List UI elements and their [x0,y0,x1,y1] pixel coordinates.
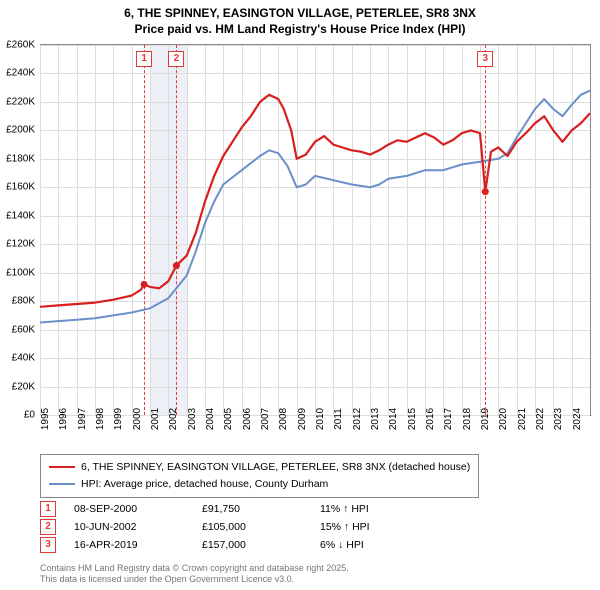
series-line-price_paid [40,95,590,307]
chart-container: 6, THE SPINNEY, EASINGTON VILLAGE, PETER… [0,0,600,590]
legend-label: HPI: Average price, detached house, Coun… [81,476,328,493]
sale-date: 08-SEP-2000 [74,503,184,515]
y-axis-tick-label: £100K [0,267,35,278]
y-axis-tick-label: £240K [0,68,35,79]
sales-row: 3 16-APR-2019 £157,000 6% ↓ HPI [40,536,580,554]
sale-pct: 6% ↓ HPI [320,539,420,551]
plot-region: £0£20K£40K£60K£80K£100K£120K£140K£160K£1… [40,44,591,416]
footer-line-2: This data is licensed under the Open Gov… [40,574,349,586]
sale-date: 16-APR-2019 [74,539,184,551]
legend-entry-price-paid: 6, THE SPINNEY, EASINGTON VILLAGE, PETER… [49,459,470,476]
sale-point [482,188,489,195]
y-axis-tick-label: £0 [0,410,35,421]
footer: Contains HM Land Registry data © Crown c… [40,563,349,586]
sale-marker-box: 1 [40,501,56,517]
sale-pct: 11% ↑ HPI [320,503,420,515]
legend-entry-hpi: HPI: Average price, detached house, Coun… [49,476,470,493]
y-axis-tick-label: £260K [0,40,35,51]
y-axis-tick-label: £40K [0,353,35,364]
sale-date: 10-JUN-2002 [74,521,184,533]
sale-price: £91,750 [202,503,302,515]
sale-price: £105,000 [202,521,302,533]
chart-lines [40,45,590,415]
chart-title: 6, THE SPINNEY, EASINGTON VILLAGE, PETER… [0,0,600,37]
legend: 6, THE SPINNEY, EASINGTON VILLAGE, PETER… [40,454,479,498]
legend-label: 6, THE SPINNEY, EASINGTON VILLAGE, PETER… [81,459,470,476]
sale-price: £157,000 [202,539,302,551]
sale-marker-box: 3 [40,537,56,553]
series-line-hpi [40,91,590,323]
y-axis-tick-label: £200K [0,125,35,136]
y-axis-tick-label: £180K [0,153,35,164]
chart-area: £0£20K£40K£60K£80K£100K£120K£140K£160K£1… [40,44,590,414]
sale-point [141,281,148,288]
y-axis-tick-label: £160K [0,182,35,193]
legend-swatch [49,466,75,468]
sales-row: 2 10-JUN-2002 £105,000 15% ↑ HPI [40,518,580,536]
y-axis-tick-label: £120K [0,239,35,250]
sale-marker-box: 2 [40,519,56,535]
sales-table: 1 08-SEP-2000 £91,750 11% ↑ HPI 2 10-JUN… [40,500,580,554]
y-axis-tick-label: £140K [0,210,35,221]
sales-row: 1 08-SEP-2000 £91,750 11% ↑ HPI [40,500,580,518]
sale-point [173,262,180,269]
title-line-2: Price paid vs. HM Land Registry's House … [0,22,600,38]
sale-pct: 15% ↑ HPI [320,521,420,533]
y-axis-tick-label: £80K [0,296,35,307]
y-axis-tick-label: £220K [0,96,35,107]
y-axis-tick-label: £20K [0,381,35,392]
legend-swatch [49,483,75,485]
y-axis-tick-label: £60K [0,324,35,335]
footer-line-1: Contains HM Land Registry data © Crown c… [40,563,349,575]
title-line-1: 6, THE SPINNEY, EASINGTON VILLAGE, PETER… [0,6,600,22]
